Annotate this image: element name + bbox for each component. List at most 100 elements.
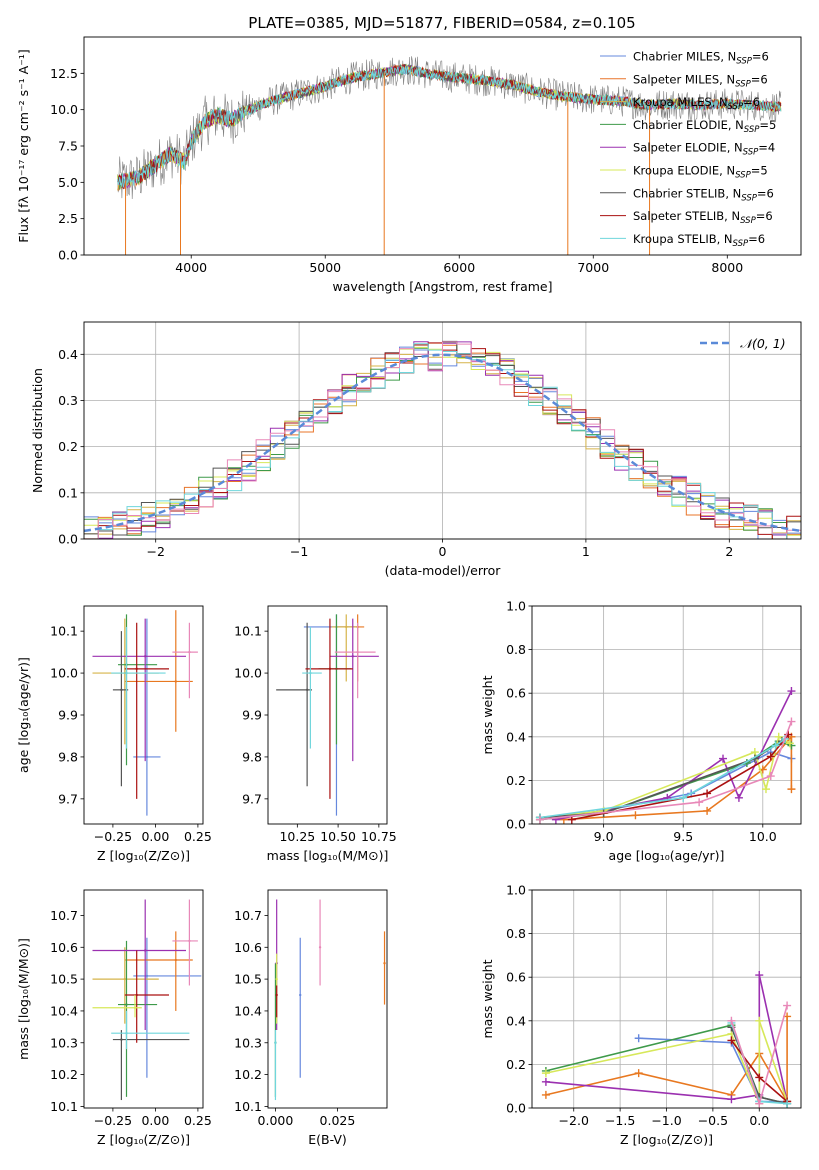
x-tick-label: 10.75 [361,829,397,844]
weight-line [539,721,793,821]
legend-text: Salpeter STELIB, N [633,209,740,223]
weight-marker [734,793,743,802]
weight-line [539,738,786,819]
y-axis-label: mass weight [480,959,495,1038]
data-point [120,1038,123,1041]
weight-marker [783,1001,792,1010]
axes-frame [267,605,388,825]
x-tick-label: 10.50 [320,829,356,844]
weight-line [539,751,792,819]
legend-label: Kroupa ELODIE, NSSP=5 [633,164,768,181]
data-point [188,939,191,943]
data-point [305,688,309,692]
legend-label: Kroupa MILES, NSSP=6 [633,95,760,112]
axes-frame [83,605,204,825]
weight-marker [727,1095,736,1104]
data-point [174,958,177,962]
legend-text: Salpeter ELODIE, N [633,141,743,155]
y-tick-label: 10.5 [234,972,262,987]
x-axis-label: Z [log₁₀(Z/Z⊙)] [620,1132,713,1147]
data-point [123,977,127,981]
x-axis-label: age [log₁₀(age/yr)] [609,848,725,863]
y-tick-label: 10.6 [234,940,262,955]
legend-label: Chabrier STELIB, NSSP=6 [633,186,774,203]
legend-label: Salpeter STELIB, NSSP=6 [633,209,773,226]
legend-sub: SSP [728,102,744,112]
x-tick-label: 2 [725,544,733,559]
data-point [125,671,128,675]
y-axis-label: Flux [fλ 10⁻¹⁷ erg cm⁻² s⁻¹ A⁻¹] [16,49,31,242]
x-axis-label: Z [log₁₀(Z/Z⊙)] [97,848,190,863]
legend-label: Salpeter MILES, NSSP=6 [633,72,768,89]
x-tick-label: 9.0 [594,829,614,844]
y-tick-label: 0.4 [506,1013,526,1028]
y-axis-label: Normed distribution [30,368,45,493]
y-tick-label: 9.9 [58,708,78,723]
y-tick-label: 10.2 [234,1067,262,1082]
residual-legend: 𝒩(0, 1) [700,336,786,351]
panel-weight_vs_Z: −2.0 −1.5 −1.0 −0.5 0.0 0.0 0.2 0.4 0.6 0.8 1.0 Z [… [480,883,802,1147]
y-axis-label: age [log₁₀(age/yr)] [16,657,31,773]
legend-sub: SSP [733,239,749,249]
legend-label: Chabrier ELODIE, NSSP=5 [633,118,776,135]
weight-marker [541,1069,550,1078]
weight-marker [541,1090,550,1099]
panel-weight_vs_age: 9.0 9.5 10.0 0.0 0.2 0.4 0.6 0.8 1.0 age [log₁₀(a… [480,599,802,863]
data-point [299,993,302,997]
y-tick-label: 0.6 [506,970,526,985]
plot-area-age_vs_mass [276,614,379,816]
x-tick-label: 0.25 [184,1113,212,1128]
weight-marker [755,1016,764,1025]
y-tick-label: 0.2 [506,773,526,788]
y-tick-label: 10.5 [50,972,78,987]
y-tick-label: 0.2 [506,1057,526,1072]
legend-text: Salpeter MILES, N [633,72,735,86]
data-point [125,1003,128,1006]
data-point [135,993,138,997]
legend-suffix: =4 [758,141,775,155]
data-point [120,688,123,692]
panel-mass_vs_ebv: 0.000 0.025 10.1 10.2 10.3 10.4 10.5 10.6 10.7 E(… [234,889,388,1147]
data-point [345,625,348,629]
weight-marker [787,785,796,794]
y-tick-label: 10.6 [50,940,78,955]
legend-sub: SSP [741,193,757,203]
legend-suffix: =6 [757,186,774,200]
legend-suffix: =6 [748,232,765,246]
y-tick-label: 9.7 [242,791,262,806]
legend-text: Chabrier ELODIE, N [633,118,744,132]
data-point [318,946,322,949]
weight-marker [567,815,576,824]
data-point [356,650,359,654]
weight-marker [727,1016,736,1025]
panel-spectrum: 4000 5000 6000 7000 8000 0.0 2.5 5.0 7.5 10.0 12.5… [16,36,802,294]
weight-marker [771,741,780,750]
y-tick-label: 0.8 [506,926,526,941]
x-tick-label: 10.25 [279,829,315,844]
x-tick-label: −2.0 [559,1113,589,1128]
x-tick-label: 0.00 [141,829,169,844]
x-tick-label: −2 [146,544,164,559]
data-point [188,650,191,654]
weight-line [539,735,791,819]
x-tick-label: −1.0 [651,1113,681,1128]
normal-curve [84,353,801,533]
plot-area-weight_vs_Z [541,971,792,1108]
weight-line [571,734,789,821]
y-tick-label: 10.2 [50,1067,78,1082]
y-tick-label: 9.8 [242,749,262,764]
legend-label: Chabrier MILES, NSSP=6 [633,50,769,67]
panel-residuals: −2 −1 0 1 2 0.0 0.1 0.2 0.3 0.4 (data-model)/error… [30,321,802,578]
legend-sub: SSP [740,216,756,226]
axes-frame [531,605,802,825]
data-point [174,680,177,683]
x-tick-label: 0.000 [258,1113,294,1128]
y-tick-label: 1.0 [506,599,526,614]
legend-suffix: =6 [752,50,769,64]
y-tick-label: 0.0 [506,1101,526,1116]
data-point [145,974,149,978]
plot-area-age_vs_Z [92,610,198,816]
legend-text: Chabrier STELIB, N [633,186,741,200]
axes-frame [267,889,388,1109]
x-tick-label: 0.025 [320,1113,356,1128]
